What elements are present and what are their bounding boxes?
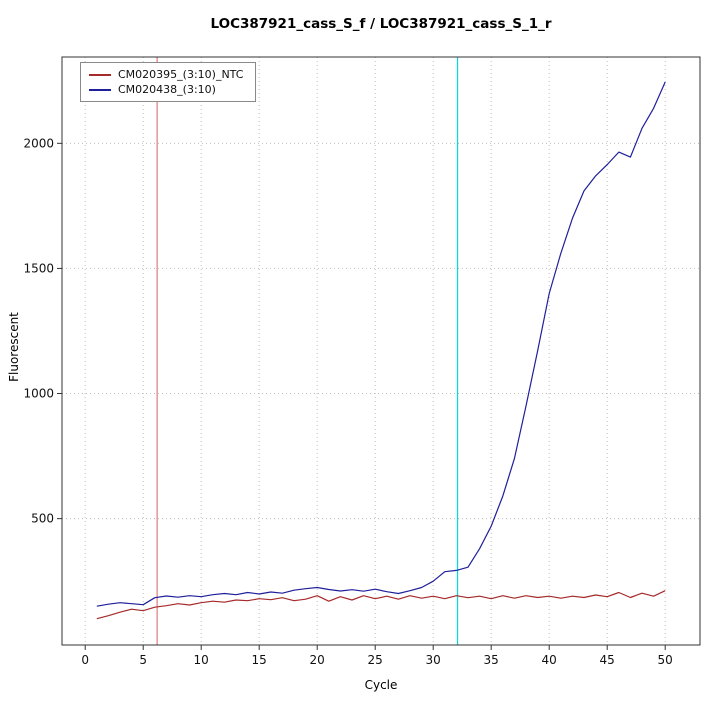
x-tick-label: 25	[368, 653, 383, 667]
legend-item-ntc: CM020395_(3:10)_NTC	[89, 67, 243, 82]
ntc-series-color-sample	[89, 73, 111, 76]
x-tick-label: 30	[426, 653, 441, 667]
x-tick-label: 40	[542, 653, 557, 667]
y-tick-label: 1500	[23, 261, 54, 275]
x-tick-label: 45	[600, 653, 615, 667]
x-tick-label: 10	[194, 653, 209, 667]
legend-label-ntc: CM020395_(3:10)_NTC	[118, 68, 244, 81]
x-tick-label: 35	[484, 653, 499, 667]
x-tick-label: 20	[310, 653, 325, 667]
x-tick-label: 50	[658, 653, 673, 667]
x-tick-label: 5	[139, 653, 147, 667]
y-tick-label: 2000	[23, 136, 54, 150]
y-tick-label: 500	[31, 512, 54, 526]
y-tick-label: 1000	[23, 387, 54, 401]
legend-label-sample: CM020438_(3:10)	[118, 83, 216, 96]
series-line-0	[96, 590, 666, 620]
sample-series-color-sample	[89, 88, 111, 91]
legend: CM020395_(3:10)_NTC CM020438_(3:10)	[80, 62, 257, 102]
x-tick-label: 0	[81, 653, 89, 667]
x-tick-label: 15	[252, 653, 267, 667]
x-axis-title: Cycle	[364, 678, 398, 692]
legend-item-sample: CM020438_(3:10)	[89, 82, 243, 97]
series-line-1	[96, 81, 666, 607]
chart-title: LOC387921_cass_S_f / LOC387921_cass_S_1_…	[210, 16, 552, 32]
plot-border	[61, 56, 701, 646]
